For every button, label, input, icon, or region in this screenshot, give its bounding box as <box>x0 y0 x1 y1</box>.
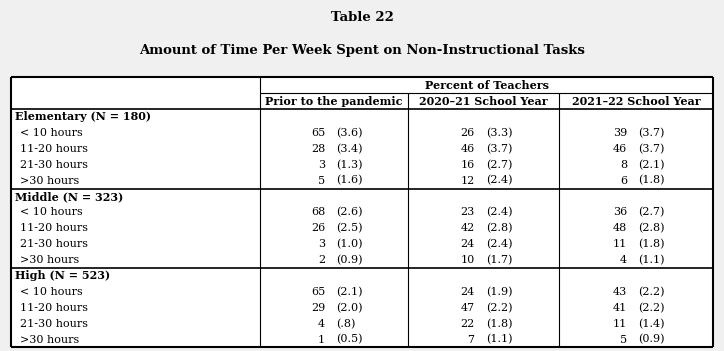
Text: 22: 22 <box>460 319 474 329</box>
Text: 11-20 hours: 11-20 hours <box>20 223 88 233</box>
Text: (2.6): (2.6) <box>337 207 363 218</box>
Text: 43: 43 <box>613 287 627 297</box>
Text: Elementary (N = 180): Elementary (N = 180) <box>15 112 151 122</box>
Text: 10: 10 <box>460 255 474 265</box>
Text: 3: 3 <box>318 239 325 249</box>
Text: (0.5): (0.5) <box>337 335 363 345</box>
Text: 6: 6 <box>620 176 627 186</box>
Text: (3.7): (3.7) <box>639 144 665 154</box>
Text: (0.9): (0.9) <box>337 255 363 265</box>
Text: (2.2): (2.2) <box>639 287 665 297</box>
Text: 41: 41 <box>613 303 627 313</box>
Text: 21-30 hours: 21-30 hours <box>20 160 88 170</box>
Text: 4: 4 <box>620 255 627 265</box>
Text: 65: 65 <box>311 128 325 138</box>
Text: 2: 2 <box>318 255 325 265</box>
Text: (2.1): (2.1) <box>639 159 665 170</box>
Text: 46: 46 <box>613 144 627 154</box>
Text: 39: 39 <box>613 128 627 138</box>
Text: (1.8): (1.8) <box>639 176 665 186</box>
Text: 68: 68 <box>311 207 325 217</box>
Text: 4: 4 <box>318 319 325 329</box>
Text: (2.4): (2.4) <box>486 176 513 186</box>
Text: (1.8): (1.8) <box>486 318 513 329</box>
Text: (1.1): (1.1) <box>486 335 513 345</box>
Text: (1.8): (1.8) <box>639 239 665 249</box>
Text: (3.6): (3.6) <box>337 128 363 138</box>
Text: High (N = 523): High (N = 523) <box>15 271 110 282</box>
Text: >30 hours: >30 hours <box>20 176 79 186</box>
Text: 12: 12 <box>460 176 474 186</box>
Text: 11: 11 <box>613 319 627 329</box>
Text: 48: 48 <box>613 223 627 233</box>
Text: 11-20 hours: 11-20 hours <box>20 303 88 313</box>
Text: (3.3): (3.3) <box>486 128 513 138</box>
Text: (2.4): (2.4) <box>486 207 513 218</box>
Text: 65: 65 <box>311 287 325 297</box>
Text: (1.7): (1.7) <box>486 255 512 265</box>
Text: >30 hours: >30 hours <box>20 335 79 345</box>
Text: 47: 47 <box>460 303 474 313</box>
Text: 5: 5 <box>318 176 325 186</box>
Text: (1.3): (1.3) <box>337 159 363 170</box>
Text: Table 22: Table 22 <box>331 11 393 24</box>
Text: 5: 5 <box>620 335 627 345</box>
Text: 24: 24 <box>460 239 474 249</box>
Text: 46: 46 <box>460 144 474 154</box>
Text: 28: 28 <box>311 144 325 154</box>
Text: (2.1): (2.1) <box>337 287 363 297</box>
Text: 3: 3 <box>318 160 325 170</box>
Text: (2.8): (2.8) <box>639 223 665 233</box>
Text: (2.5): (2.5) <box>337 223 363 233</box>
Text: (.8): (.8) <box>337 318 356 329</box>
Text: 1: 1 <box>318 335 325 345</box>
Text: Percent of Teachers: Percent of Teachers <box>425 80 549 91</box>
Text: (2.7): (2.7) <box>486 159 512 170</box>
Text: (3.4): (3.4) <box>337 144 363 154</box>
Text: 42: 42 <box>460 223 474 233</box>
Text: (0.9): (0.9) <box>639 335 665 345</box>
Text: (1.4): (1.4) <box>639 318 665 329</box>
Text: (2.2): (2.2) <box>639 303 665 313</box>
Text: (1.1): (1.1) <box>639 255 665 265</box>
Text: (2.8): (2.8) <box>486 223 513 233</box>
Text: < 10 hours: < 10 hours <box>20 128 83 138</box>
Text: (2.7): (2.7) <box>639 207 665 218</box>
Text: 16: 16 <box>460 160 474 170</box>
Text: Prior to the pandemic: Prior to the pandemic <box>265 95 403 107</box>
Text: 7: 7 <box>468 335 474 345</box>
Text: Middle (N = 323): Middle (N = 323) <box>15 191 124 202</box>
Text: (1.6): (1.6) <box>337 176 363 186</box>
Text: >30 hours: >30 hours <box>20 255 79 265</box>
Text: 21-30 hours: 21-30 hours <box>20 239 88 249</box>
Text: (2.4): (2.4) <box>486 239 513 249</box>
Text: 29: 29 <box>311 303 325 313</box>
Text: 2021–22 School Year: 2021–22 School Year <box>571 95 700 107</box>
Text: (1.0): (1.0) <box>337 239 363 249</box>
Text: Amount of Time Per Week Spent on Non-Instructional Tasks: Amount of Time Per Week Spent on Non-Ins… <box>139 44 585 57</box>
Text: 21-30 hours: 21-30 hours <box>20 319 88 329</box>
Text: 11: 11 <box>613 239 627 249</box>
Text: 8: 8 <box>620 160 627 170</box>
Text: 36: 36 <box>613 207 627 217</box>
Text: < 10 hours: < 10 hours <box>20 287 83 297</box>
Text: 26: 26 <box>460 128 474 138</box>
Text: (3.7): (3.7) <box>639 128 665 138</box>
Text: 23: 23 <box>460 207 474 217</box>
Text: (3.7): (3.7) <box>486 144 512 154</box>
Text: 26: 26 <box>311 223 325 233</box>
Text: (2.2): (2.2) <box>486 303 513 313</box>
Text: (1.9): (1.9) <box>486 287 513 297</box>
Text: 24: 24 <box>460 287 474 297</box>
Text: 2020–21 School Year: 2020–21 School Year <box>418 95 547 107</box>
Text: < 10 hours: < 10 hours <box>20 207 83 217</box>
Text: (2.0): (2.0) <box>337 303 363 313</box>
Text: 11-20 hours: 11-20 hours <box>20 144 88 154</box>
